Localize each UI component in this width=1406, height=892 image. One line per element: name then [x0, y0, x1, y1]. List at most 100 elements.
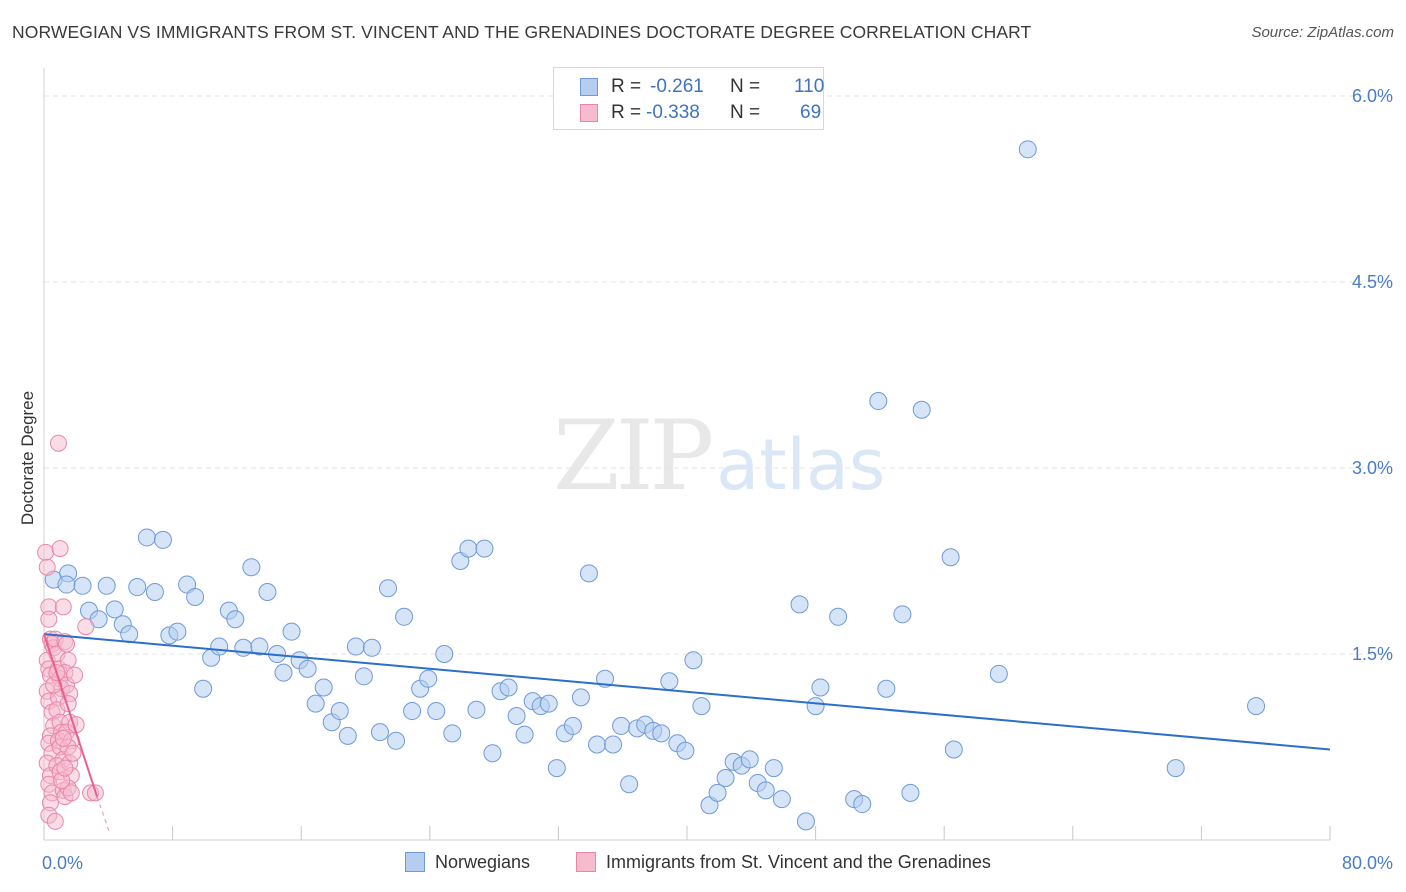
immigrants-points — [37, 434, 104, 830]
watermark-logo: ZIPatlas — [553, 400, 885, 512]
norwegian-point — [612, 716, 631, 735]
immigrant-point — [56, 759, 74, 777]
norwegian-point — [740, 750, 759, 769]
x-tick-label: 80.0% — [1342, 853, 1393, 873]
norwegian-point — [499, 678, 518, 697]
norwegian-point — [596, 669, 615, 688]
norwegian-point — [806, 697, 825, 716]
norwegian-point — [1247, 697, 1266, 716]
immigrant-point — [77, 618, 95, 636]
norwegian-point — [475, 539, 494, 558]
norwegian-point — [620, 775, 639, 794]
norwegian-point — [210, 637, 229, 656]
immigrants-trend-extension — [96, 796, 111, 834]
norwegian-point — [539, 694, 558, 713]
bottom-legend-norwegians: Norwegians — [405, 852, 530, 873]
legend-n-value: 69 — [800, 102, 822, 123]
norwegian-point — [137, 528, 156, 547]
norwegian-point — [515, 725, 534, 744]
watermark-atlas: atlas — [716, 424, 886, 506]
immigrant-point — [59, 695, 77, 713]
norwegian-point — [370, 723, 389, 742]
norwegian-point — [105, 600, 124, 619]
tick-labels: 1.5% 3.0% 4.5% 6.0% 0.0% 80.0% — [42, 86, 1393, 873]
norwegian-point — [684, 651, 703, 670]
bottom-legend-label-immigrants: Immigrants from St. Vincent and the Gren… — [606, 852, 991, 872]
norwegian-point — [194, 679, 213, 698]
norwegian-point — [901, 783, 920, 802]
norwegian-point — [330, 702, 349, 721]
norwegian-point — [893, 605, 912, 624]
norwegian-point — [186, 587, 205, 606]
norwegian-point — [1018, 140, 1037, 159]
immigrant-point — [51, 540, 69, 558]
norwegian-point — [403, 702, 422, 721]
norwegian-point — [716, 769, 735, 787]
norwegian-point — [97, 576, 116, 595]
immigrant-point — [54, 729, 72, 747]
trend-lines — [43, 633, 1331, 834]
norwegian-point — [346, 637, 365, 656]
norwegian-point — [772, 790, 791, 809]
norwegian-point — [168, 622, 187, 641]
immigrant-point — [54, 598, 72, 616]
norwegian-point — [395, 607, 414, 626]
immigrant-point — [46, 812, 64, 830]
norwegian-point — [57, 575, 76, 594]
immigrant-point — [66, 666, 84, 684]
norwegians-trend-line — [43, 633, 1331, 751]
norwegian-point — [467, 700, 486, 719]
norwegian-point — [314, 678, 333, 697]
norwegian-point — [877, 679, 896, 698]
norwegian-point — [387, 731, 406, 750]
norwegian-point — [587, 735, 606, 754]
norwegian-point — [443, 724, 462, 743]
norwegian-point — [379, 579, 398, 598]
norwegian-point — [989, 664, 1008, 683]
norwegian-point — [274, 663, 293, 682]
legend-r-label: R = — [611, 102, 642, 123]
legend-swatch-blue — [580, 78, 598, 96]
immigrant-point — [64, 744, 82, 762]
norwegian-point — [427, 702, 446, 721]
norwegian-point — [579, 564, 598, 583]
norwegian-point — [128, 578, 147, 597]
norwegian-point — [571, 688, 590, 707]
bottom-legend-swatch-blue — [405, 852, 425, 872]
immigrant-point — [40, 610, 58, 628]
bottom-legend-label-norwegians: Norwegians — [435, 852, 531, 872]
source-label: Source: ZipAtlas.com — [1251, 24, 1394, 41]
y-tick-label: 3.0% — [1352, 458, 1393, 478]
bottom-legend-swatch-pink — [576, 852, 596, 872]
legend-n-label: N = — [730, 76, 761, 97]
norwegian-point — [796, 812, 815, 831]
norwegian-point — [869, 392, 888, 411]
immigrant-point — [49, 434, 67, 452]
norwegian-point — [790, 595, 809, 614]
norwegian-point — [756, 781, 775, 800]
norwegian-point — [419, 669, 438, 688]
norwegian-point — [362, 638, 381, 657]
immigrant-point — [37, 543, 55, 561]
norwegian-point — [853, 795, 872, 814]
norwegian-point — [764, 759, 783, 778]
norwegian-point — [226, 610, 245, 629]
y-tick-label: 1.5% — [1352, 644, 1393, 664]
norwegian-point — [459, 539, 478, 558]
norwegian-point — [435, 645, 454, 663]
norwegian-point — [1166, 759, 1185, 778]
norwegian-point — [338, 726, 357, 745]
legend-r-value: -0.261 — [650, 76, 704, 97]
norwegian-point — [547, 759, 566, 778]
norwegian-point — [242, 558, 261, 577]
norwegian-point — [354, 667, 373, 686]
y-tick-label: 6.0% — [1352, 86, 1393, 106]
norwegian-point — [234, 638, 253, 657]
legend-r-label: R = — [611, 76, 642, 97]
norwegian-point — [829, 607, 848, 626]
norwegian-point — [912, 400, 931, 419]
immigrant-point — [58, 635, 76, 653]
norwegian-point — [652, 724, 671, 743]
norwegian-point — [483, 744, 502, 763]
